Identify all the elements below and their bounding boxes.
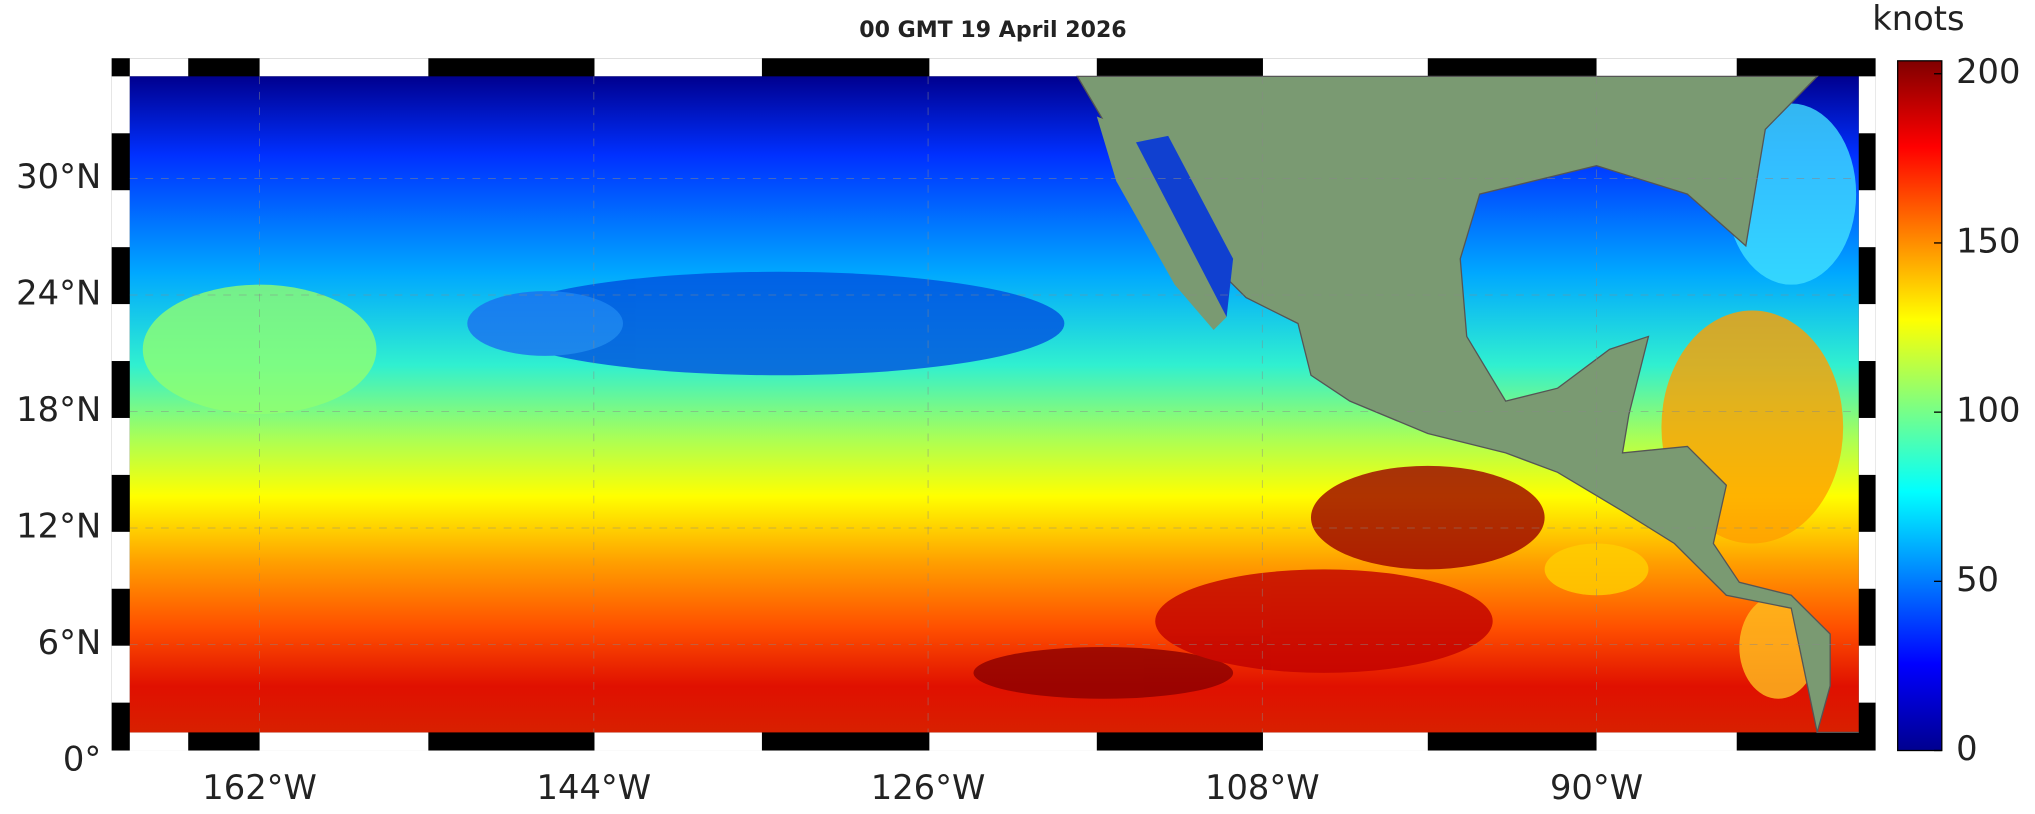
- lon-tick-label: 108°W: [1205, 768, 1320, 807]
- stripe: [1596, 58, 1737, 77]
- colorbar-tick-label: 50: [1956, 560, 1999, 599]
- colorbar-tick-label: 100: [1956, 391, 2020, 430]
- colorbar: 0 50 100 150 200: [1897, 52, 2020, 768]
- lat-tick-label: 18°N: [16, 390, 101, 429]
- stripe: [1262, 58, 1428, 77]
- stripe: [111, 531, 130, 589]
- stripe: [1262, 732, 1428, 751]
- stripe: [929, 732, 1097, 751]
- stripe: [1858, 531, 1876, 589]
- lat-tick-label: 6°N: [38, 623, 102, 662]
- colorbar-label: knots: [1872, 0, 1964, 38]
- stripe: [1596, 732, 1737, 751]
- lon-tick-label: 90°W: [1550, 768, 1643, 807]
- lat-tick-label: 12°N: [16, 506, 101, 545]
- stripe: [594, 58, 762, 77]
- stripe: [129, 732, 189, 751]
- stripe: [111, 76, 130, 134]
- title: 00 GMT 19 April 2026: [859, 18, 1126, 43]
- lat-tick-label: 30°N: [16, 157, 101, 196]
- stripe: [1858, 304, 1876, 362]
- lon-tick-label: 126°W: [871, 768, 986, 807]
- lon-tick-label: 144°W: [537, 768, 652, 807]
- lon-tick-label: 162°W: [202, 768, 317, 807]
- stripe: [259, 732, 429, 751]
- stripe: [1858, 417, 1876, 475]
- stripe: [594, 732, 762, 751]
- stripe: [111, 190, 130, 248]
- stripe: [1858, 190, 1876, 248]
- colorbar-scale: [1897, 60, 1943, 752]
- frame-stripes: [111, 58, 1876, 751]
- stripe: [259, 58, 429, 77]
- colorbar-tick-label: 0: [1956, 729, 1977, 768]
- stripe: [129, 58, 189, 77]
- stripe: [111, 304, 130, 362]
- colorbar-tick-label: 150: [1956, 221, 2020, 260]
- land: [1076, 75, 1859, 734]
- peninsula: [1096, 116, 1227, 330]
- stripe: [111, 645, 130, 703]
- stripe: [1858, 76, 1876, 134]
- colorbar-tick-label: 200: [1956, 52, 2020, 91]
- stripe: [111, 417, 130, 475]
- stripe: [1858, 645, 1876, 703]
- stripe: [929, 58, 1097, 77]
- lat-tick-label: 0°: [63, 739, 101, 778]
- lat-tick-label: 24°N: [16, 274, 101, 313]
- gulf-of-california: [1135, 135, 1234, 318]
